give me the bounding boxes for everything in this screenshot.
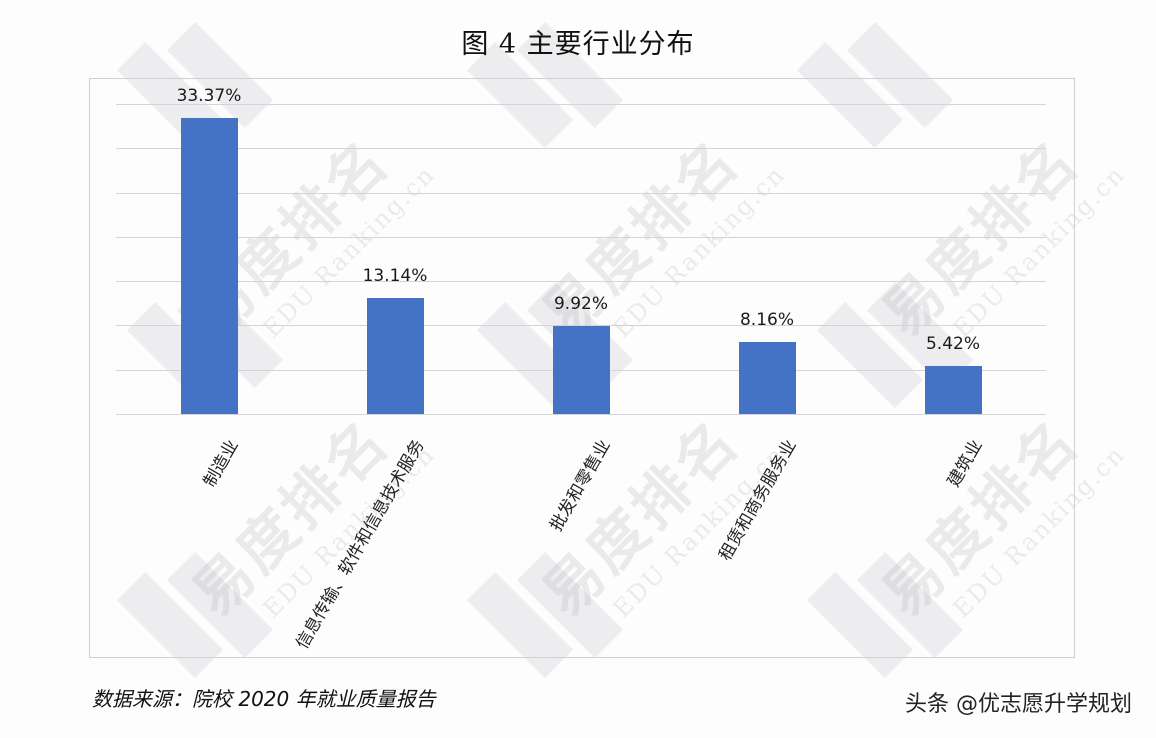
bar <box>366 297 424 414</box>
gridline <box>116 414 1046 415</box>
gridline <box>116 192 1046 194</box>
gridline <box>116 281 1046 283</box>
bar <box>738 341 796 414</box>
gridline <box>116 325 1046 327</box>
chart-frame <box>89 78 1075 658</box>
gridline <box>116 148 1046 150</box>
bar <box>180 118 238 414</box>
bar-value-label: 5.42% <box>925 333 980 354</box>
bar <box>924 366 982 414</box>
data-source-note: 数据来源：院校 2020 年就业质量报告 <box>92 687 436 711</box>
author-credit: 头条 @优志愿升学规划 <box>905 692 1132 717</box>
gridline <box>116 236 1046 238</box>
bar-value-label: 9.92% <box>553 294 608 315</box>
bar-value-label: 8.16% <box>739 309 794 330</box>
bar <box>552 326 610 414</box>
bar-value-label: 33.37% <box>176 86 242 107</box>
gridline <box>116 104 1046 105</box>
chart-title: 图 4 主要行业分布 <box>461 29 695 60</box>
plot-area <box>116 104 1046 415</box>
bar-value-label: 13.14% <box>362 265 428 286</box>
